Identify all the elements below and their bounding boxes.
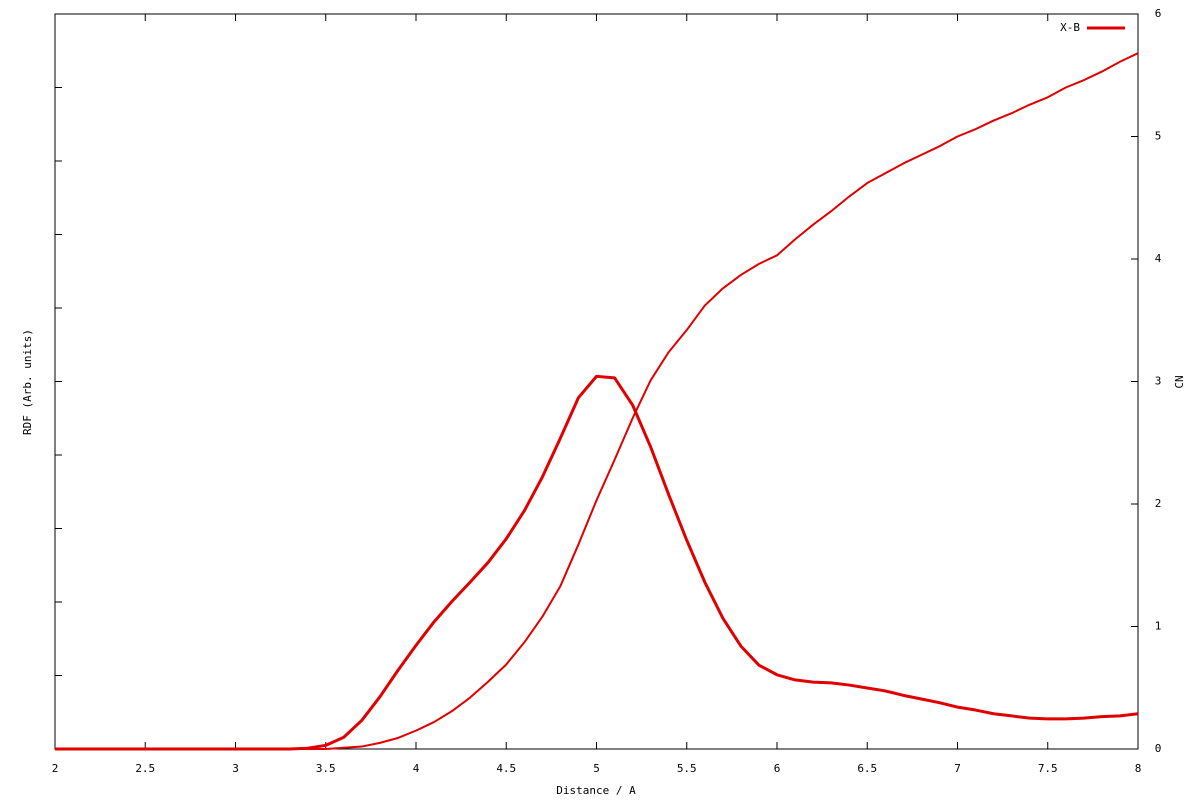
x-tick-label: 6.5 xyxy=(857,762,877,775)
x-tick-label: 4.5 xyxy=(496,762,516,775)
y2-tick-label: 2 xyxy=(1155,497,1162,510)
x-tick-label: 2 xyxy=(52,762,59,775)
y2-axis-label: CN xyxy=(1173,375,1186,388)
legend-label: X-B xyxy=(1060,21,1080,34)
y-axis-label: RDF (Arb. units) xyxy=(21,329,34,435)
plot-frame xyxy=(54,13,1139,750)
x-tick-label: 5 xyxy=(593,762,600,775)
y2-tick-label: 0 xyxy=(1155,742,1162,755)
x-tick-label: 2.5 xyxy=(135,762,155,775)
x-tick-label: 3 xyxy=(232,762,239,775)
y2-tick-label: 3 xyxy=(1155,375,1162,388)
data-line xyxy=(55,52,1139,750)
x-tick-label: 6 xyxy=(774,762,781,775)
y2-tick-label: 5 xyxy=(1155,130,1162,143)
y2-tick-label: 6 xyxy=(1155,7,1162,20)
y2-tick-label: 1 xyxy=(1155,620,1162,633)
x-tick-label: 7 xyxy=(954,762,961,775)
data-line xyxy=(55,374,1139,751)
y2-tick-label: 4 xyxy=(1155,252,1162,265)
x-tick-label: 7.5 xyxy=(1038,762,1058,775)
x-tick-label: 8 xyxy=(1135,762,1142,775)
x-tick-label: 5.5 xyxy=(677,762,697,775)
x-tick-label: 3.5 xyxy=(316,762,336,775)
x-axis-label: Distance / A xyxy=(556,784,636,797)
x-tick-label: 4 xyxy=(413,762,420,775)
